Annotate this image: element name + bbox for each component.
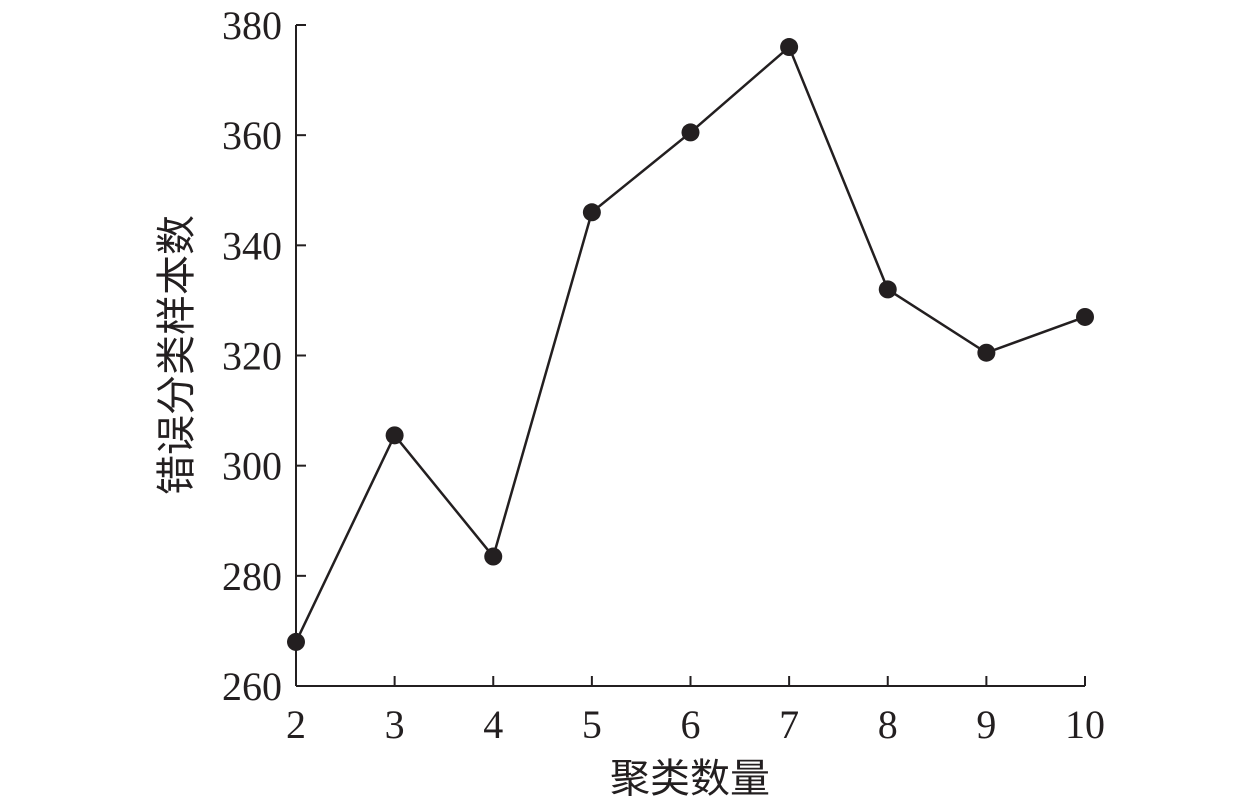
x-tick-label: 4 <box>483 702 503 747</box>
x-tick-label: 7 <box>779 702 799 747</box>
x-tick-label: 9 <box>976 702 996 747</box>
x-tick-label: 8 <box>878 702 898 747</box>
y-tick-label: 360 <box>222 113 282 158</box>
x-tick-label: 5 <box>582 702 602 747</box>
x-tick-label: 2 <box>286 702 306 747</box>
y-tick-label: 260 <box>222 664 282 709</box>
y-tick-label: 380 <box>222 3 282 48</box>
data-point <box>484 547 503 566</box>
x-tick-label: 6 <box>681 702 701 747</box>
y-axis-title: 错误分类样本数 <box>154 215 199 495</box>
series <box>287 38 1094 651</box>
y-tick-label: 340 <box>222 223 282 268</box>
data-point <box>780 38 799 57</box>
data-point <box>582 203 601 222</box>
ticks: 260 280 300 320 340 360 380 2 3 4 5 6 7 8 9 10 <box>222 3 1105 747</box>
data-point <box>878 280 897 299</box>
data-point <box>385 426 404 445</box>
data-point <box>977 343 996 362</box>
y-tick-label: 300 <box>222 444 282 489</box>
x-tick-label: 3 <box>385 702 405 747</box>
data-point <box>1076 307 1094 326</box>
data-point <box>287 632 305 651</box>
x-axis-title: 聚类数量 <box>610 756 770 801</box>
x-tick-label: 10 <box>1065 702 1105 747</box>
y-tick-label: 280 <box>222 554 282 599</box>
data-point <box>681 123 700 142</box>
y-tick-label: 320 <box>222 334 282 379</box>
